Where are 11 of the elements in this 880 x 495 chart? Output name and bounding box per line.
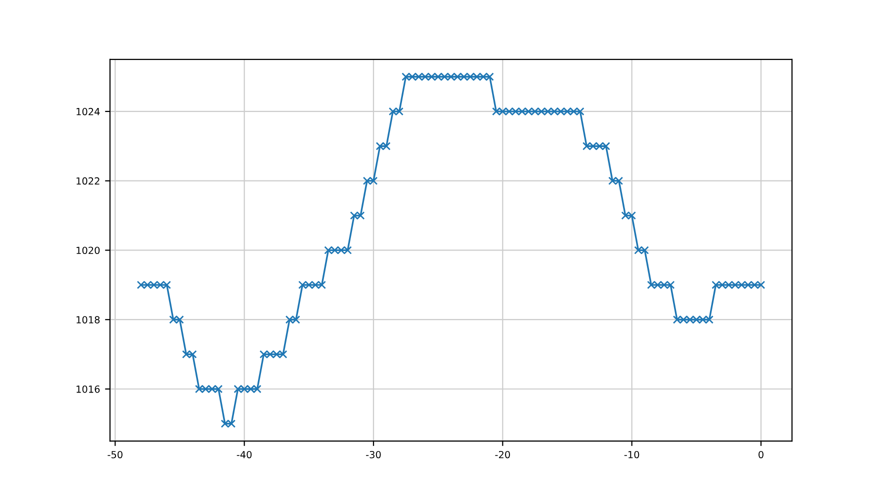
y-tick-label: 1020	[76, 246, 100, 254]
x-tick-label: -10	[624, 450, 640, 458]
y-tick-label: 1022	[76, 177, 100, 185]
x-tick-label: -50	[108, 450, 122, 458]
x-tick-label: -30	[366, 450, 381, 458]
y-tick-label: 1024	[76, 108, 100, 116]
x-tick-label: 0	[758, 450, 764, 458]
x-tick-label: -20	[495, 450, 510, 458]
y-tick-label: 1016	[76, 385, 100, 393]
x-tick-label: -40	[236, 450, 252, 458]
y-tick-label: 1018	[76, 316, 100, 324]
